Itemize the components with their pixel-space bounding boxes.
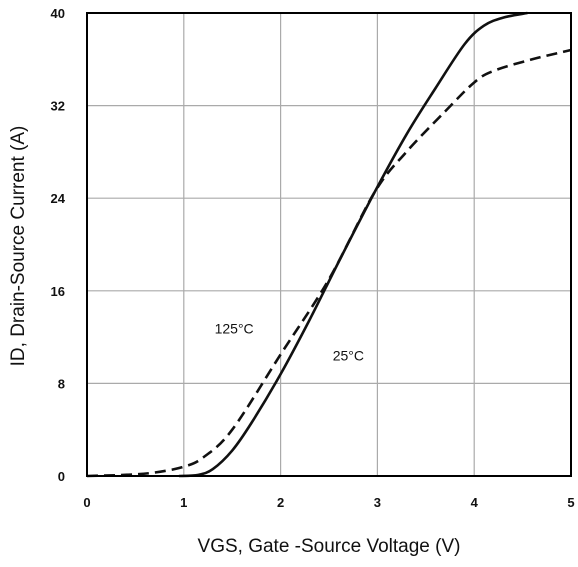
y-tick-label: 8	[58, 376, 65, 391]
y-tick-label: 16	[51, 284, 65, 299]
x-tick-label: 5	[567, 495, 574, 510]
annotation-label: 25°C	[333, 347, 364, 363]
series-line-125c	[86, 48, 572, 478]
grid	[87, 13, 571, 476]
x-tick-label: 4	[471, 495, 479, 510]
y-tick-label: 24	[51, 191, 66, 206]
x-tick-label: 0	[83, 495, 90, 510]
x-tick-label: 1	[180, 495, 187, 510]
annotation-label: 125°C	[215, 321, 254, 337]
plot-frame	[86, 12, 572, 477]
y-tick-label: 40	[51, 6, 65, 21]
y-tick-label: 0	[58, 469, 65, 484]
tick-labels: 0 1 2 3 4 5 0 8 16 24 32 40	[51, 6, 575, 510]
x-axis-title: VGS, Gate -Source Voltage (V)	[198, 536, 461, 557]
x-tick-label: 3	[374, 495, 381, 510]
y-axis-title: ID, Drain-Source Current (A)	[8, 126, 29, 367]
x-tick-label: 2	[277, 495, 284, 510]
series-layer	[86, 11, 572, 478]
annotations: 125°C 25°C	[215, 321, 364, 364]
y-tick-label: 32	[51, 99, 65, 114]
